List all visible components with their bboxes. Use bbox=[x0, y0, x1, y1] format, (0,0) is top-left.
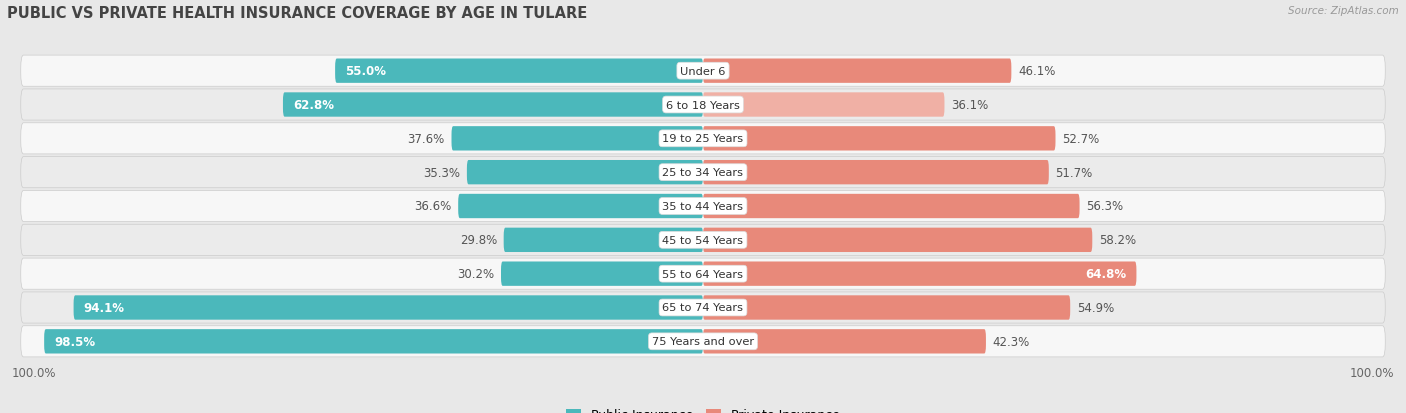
Legend: Public Insurance, Private Insurance: Public Insurance, Private Insurance bbox=[561, 404, 845, 413]
Text: 51.7%: 51.7% bbox=[1056, 166, 1092, 179]
Text: 35 to 44 Years: 35 to 44 Years bbox=[662, 202, 744, 211]
FancyBboxPatch shape bbox=[21, 90, 1385, 121]
FancyBboxPatch shape bbox=[21, 292, 1385, 323]
FancyBboxPatch shape bbox=[21, 56, 1385, 87]
Text: 94.1%: 94.1% bbox=[83, 301, 125, 314]
Text: 19 to 25 Years: 19 to 25 Years bbox=[662, 134, 744, 144]
FancyBboxPatch shape bbox=[703, 127, 1056, 151]
FancyBboxPatch shape bbox=[458, 195, 703, 218]
Text: 98.5%: 98.5% bbox=[55, 335, 96, 348]
FancyBboxPatch shape bbox=[703, 228, 1092, 252]
FancyBboxPatch shape bbox=[283, 93, 703, 117]
Text: 54.9%: 54.9% bbox=[1077, 301, 1114, 314]
Text: 62.8%: 62.8% bbox=[292, 99, 335, 112]
FancyBboxPatch shape bbox=[21, 326, 1385, 357]
Text: 30.2%: 30.2% bbox=[457, 268, 495, 280]
FancyBboxPatch shape bbox=[21, 225, 1385, 256]
FancyBboxPatch shape bbox=[703, 296, 1070, 320]
FancyBboxPatch shape bbox=[21, 259, 1385, 290]
FancyBboxPatch shape bbox=[451, 127, 703, 151]
Text: 36.6%: 36.6% bbox=[415, 200, 451, 213]
FancyBboxPatch shape bbox=[503, 228, 703, 252]
FancyBboxPatch shape bbox=[703, 93, 945, 117]
Text: 65 to 74 Years: 65 to 74 Years bbox=[662, 303, 744, 313]
Text: 46.1%: 46.1% bbox=[1018, 65, 1056, 78]
Text: 55 to 64 Years: 55 to 64 Years bbox=[662, 269, 744, 279]
Text: 52.7%: 52.7% bbox=[1062, 133, 1099, 145]
Text: Source: ZipAtlas.com: Source: ZipAtlas.com bbox=[1288, 6, 1399, 16]
Text: 64.8%: 64.8% bbox=[1085, 268, 1126, 280]
FancyBboxPatch shape bbox=[335, 59, 703, 84]
Text: Under 6: Under 6 bbox=[681, 66, 725, 76]
Text: 29.8%: 29.8% bbox=[460, 234, 496, 247]
FancyBboxPatch shape bbox=[21, 191, 1385, 222]
Text: 37.6%: 37.6% bbox=[408, 133, 444, 145]
FancyBboxPatch shape bbox=[44, 329, 703, 354]
Text: 6 to 18 Years: 6 to 18 Years bbox=[666, 100, 740, 110]
Text: 45 to 54 Years: 45 to 54 Years bbox=[662, 235, 744, 245]
Text: 35.3%: 35.3% bbox=[423, 166, 460, 179]
FancyBboxPatch shape bbox=[703, 195, 1080, 218]
FancyBboxPatch shape bbox=[467, 161, 703, 185]
Text: 55.0%: 55.0% bbox=[344, 65, 387, 78]
Text: 36.1%: 36.1% bbox=[950, 99, 988, 112]
Text: 58.2%: 58.2% bbox=[1099, 234, 1136, 247]
FancyBboxPatch shape bbox=[703, 161, 1049, 185]
Text: 56.3%: 56.3% bbox=[1087, 200, 1123, 213]
Text: 25 to 34 Years: 25 to 34 Years bbox=[662, 168, 744, 178]
Text: PUBLIC VS PRIVATE HEALTH INSURANCE COVERAGE BY AGE IN TULARE: PUBLIC VS PRIVATE HEALTH INSURANCE COVER… bbox=[7, 6, 588, 21]
FancyBboxPatch shape bbox=[703, 59, 1011, 84]
Text: 42.3%: 42.3% bbox=[993, 335, 1029, 348]
FancyBboxPatch shape bbox=[501, 262, 703, 286]
FancyBboxPatch shape bbox=[73, 296, 703, 320]
FancyBboxPatch shape bbox=[21, 157, 1385, 188]
FancyBboxPatch shape bbox=[703, 262, 1136, 286]
Text: 75 Years and over: 75 Years and over bbox=[652, 337, 754, 347]
FancyBboxPatch shape bbox=[703, 329, 986, 354]
FancyBboxPatch shape bbox=[21, 123, 1385, 154]
